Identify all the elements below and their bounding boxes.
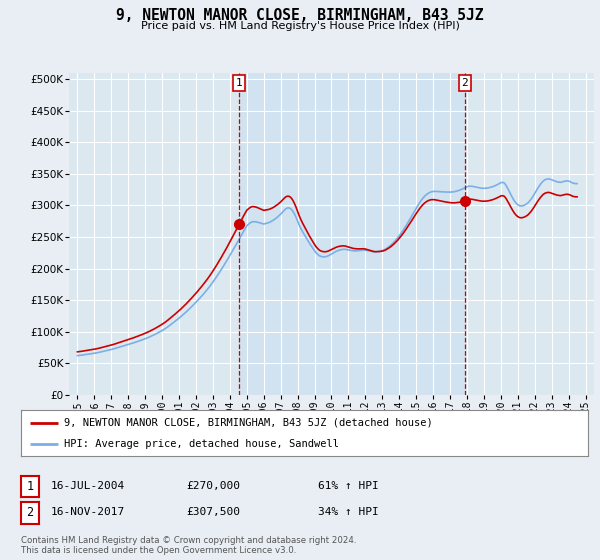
- Bar: [239, 73, 465, 395]
- Text: 9, NEWTON MANOR CLOSE, BIRMINGHAM, B43 5JZ (detached house): 9, NEWTON MANOR CLOSE, BIRMINGHAM, B43 5…: [64, 418, 432, 428]
- Text: 16-NOV-2017: 16-NOV-2017: [51, 507, 125, 517]
- Text: £307,500: £307,500: [186, 507, 240, 517]
- Text: 2: 2: [26, 506, 34, 520]
- Text: Contains HM Land Registry data © Crown copyright and database right 2024.
This d: Contains HM Land Registry data © Crown c…: [21, 536, 356, 556]
- Text: 34% ↑ HPI: 34% ↑ HPI: [318, 507, 379, 517]
- Text: 16-JUL-2004: 16-JUL-2004: [51, 481, 125, 491]
- Text: HPI: Average price, detached house, Sandwell: HPI: Average price, detached house, Sand…: [64, 439, 338, 449]
- Text: Price paid vs. HM Land Registry's House Price Index (HPI): Price paid vs. HM Land Registry's House …: [140, 21, 460, 31]
- Text: 1: 1: [236, 78, 242, 88]
- Text: 2: 2: [461, 78, 469, 88]
- Text: 61% ↑ HPI: 61% ↑ HPI: [318, 481, 379, 491]
- Text: 9, NEWTON MANOR CLOSE, BIRMINGHAM, B43 5JZ: 9, NEWTON MANOR CLOSE, BIRMINGHAM, B43 5…: [116, 8, 484, 24]
- Text: £270,000: £270,000: [186, 481, 240, 491]
- Text: 1: 1: [26, 480, 34, 493]
